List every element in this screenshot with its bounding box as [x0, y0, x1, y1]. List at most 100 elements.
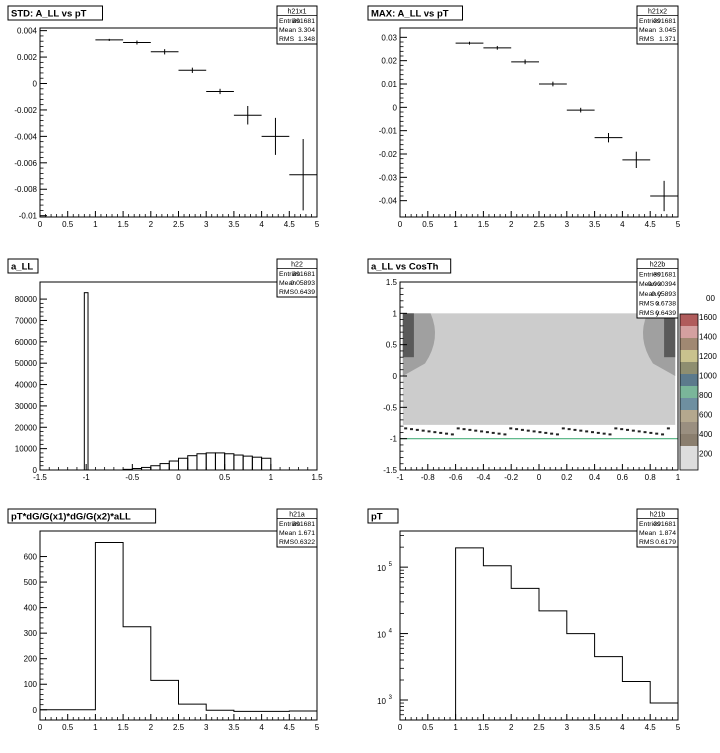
histogram-bar — [95, 542, 123, 709]
stats-label: RMS x — [639, 300, 660, 307]
y-tick-label: 1.5 — [386, 278, 398, 287]
y-tick-label: -0.02 — [379, 150, 398, 159]
histogram-bar — [650, 703, 678, 720]
y-tick-label: 0 — [33, 466, 38, 475]
palette-cell — [680, 350, 698, 362]
x-tick-label: 1 — [93, 723, 98, 732]
x-tick-label: 2.5 — [533, 723, 545, 732]
heatmap-fringe-cell — [602, 432, 606, 435]
histogram-bar — [196, 453, 207, 471]
chart-title: a_LL — [11, 262, 33, 273]
y-tick-label: -0.008 — [14, 185, 37, 194]
y-tick-label: -0.01 — [19, 212, 38, 221]
palette-frame — [679, 313, 699, 471]
x-tick-label: 2 — [149, 723, 154, 732]
histogram-bar — [456, 548, 484, 720]
chart-title: pT*dG/G(x1)*dG/G(x2)*aLL — [11, 512, 131, 523]
axes: 0 0.5 1 1.5 2 2.5 3 3.5 4 4.5 5 0.004 0.002 0 -0.002 -0… — [14, 27, 319, 229]
histogram-outline — [455, 547, 679, 720]
y-tick-label: 0 — [393, 103, 398, 112]
stats-value: 391681 — [292, 271, 315, 278]
heatmap-fringe-cell — [643, 431, 647, 434]
x-tick-label: 1 — [453, 220, 458, 229]
heatmap-fringe-cell — [433, 431, 437, 434]
plot-frame — [399, 530, 679, 721]
stats-name: h22 — [291, 262, 303, 269]
data-points — [95, 38, 317, 211]
y-tick-label: 0.01 — [381, 80, 397, 89]
x-tick-label: 3 — [204, 220, 209, 229]
heatmap-fringe-cell — [532, 430, 536, 433]
x-tick-label: 1 — [676, 473, 681, 482]
x-tick-label: -0.2 — [504, 473, 518, 482]
histogram-bar — [205, 452, 216, 471]
stats-label: RMS — [639, 539, 655, 546]
palette-label: 1000 — [699, 372, 717, 381]
histogram-bar — [141, 466, 152, 471]
stats-label: RMS — [639, 36, 655, 43]
heatmap-fringe-cell — [544, 431, 548, 434]
histogram-bar — [622, 681, 650, 720]
y-tick-label: 80000 — [15, 295, 38, 304]
palette-cell — [680, 410, 698, 422]
palette-edge-label: 00 — [706, 294, 715, 303]
x-tick-label: -1 — [83, 473, 91, 482]
chart-title-box — [367, 258, 452, 274]
x-tick-label: 3.5 — [589, 723, 601, 732]
y-tick-label: 0.03 — [381, 33, 397, 42]
stats-value: 0.6439 — [655, 310, 676, 317]
y-tick-label: 0.002 — [17, 53, 38, 62]
y-tick-label: -0.004 — [14, 132, 37, 141]
stats-label: Mean x — [639, 281, 662, 288]
heatmap-fringe-cell — [649, 431, 653, 434]
palette-label: 800 — [699, 391, 713, 400]
histogram-bar — [224, 453, 235, 471]
heatmap-fringe-cell — [497, 432, 501, 435]
palette-label: 1400 — [699, 333, 717, 342]
palette-cell — [680, 314, 698, 326]
y-tick-label: -0.01 — [379, 127, 398, 136]
data-point — [539, 81, 567, 87]
x-tick-label: 2 — [509, 220, 514, 229]
data-point — [233, 105, 262, 125]
x-tick-label: 2 — [149, 220, 154, 229]
histogram-bar — [261, 457, 272, 471]
heatmap-fringe-cell — [462, 428, 466, 431]
data-point — [289, 139, 317, 211]
stats-label: Mean — [639, 530, 656, 537]
histogram-bar — [242, 455, 253, 471]
plot-frame — [399, 27, 679, 218]
heatmap-fringe-cell — [480, 430, 484, 433]
heatmap-fringe-cell — [421, 429, 425, 432]
palette-label: 1600 — [699, 313, 717, 322]
x-tick-label: 0 — [38, 220, 43, 229]
histogram-bar — [159, 463, 170, 471]
y-tick-exponent: 5 — [389, 562, 393, 568]
histogram-bar — [178, 457, 189, 471]
palette-cell — [680, 422, 698, 434]
palette-cell — [680, 446, 698, 470]
x-tick-label: 3.5 — [228, 220, 240, 229]
stats-label: RMS — [279, 36, 295, 43]
histogram-bar — [122, 468, 133, 471]
heatmap-body — [402, 313, 676, 425]
stats-value: 0.05893 — [290, 280, 315, 287]
x-tick-label: 5 — [315, 220, 320, 229]
heatmap-fringe-cell — [485, 431, 489, 434]
heatmap-fringe-cell — [567, 428, 571, 431]
axes: 0 0.5 1 1.5 2 2.5 3 3.5 4 4.5 5 — [398, 530, 681, 732]
data-point — [261, 117, 290, 155]
y-tick-label: 100 — [24, 680, 38, 689]
y-tick-label: 50000 — [15, 359, 38, 368]
heatmap-fringe-cell — [491, 431, 495, 434]
stats-label: Mean — [639, 27, 656, 34]
data-point — [206, 88, 234, 95]
stats-name: h21x2 — [648, 9, 667, 16]
x-tick-label: 1.5 — [478, 723, 490, 732]
palette-cell — [680, 434, 698, 446]
